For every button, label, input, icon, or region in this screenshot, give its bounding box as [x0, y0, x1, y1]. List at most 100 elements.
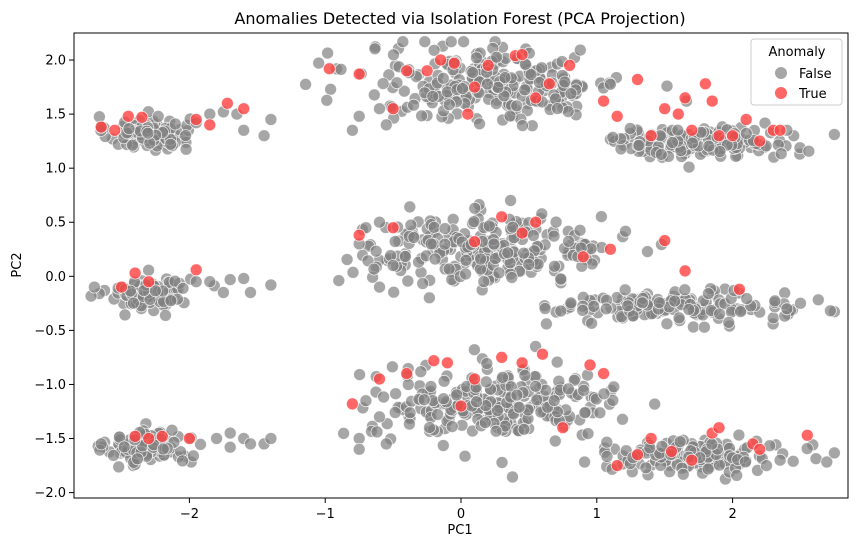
normal-point: [417, 393, 431, 407]
chart-title: Anomalies Detected via Isolation Forest …: [234, 9, 685, 28]
anomaly-point: [155, 429, 169, 443]
normal-point: [600, 450, 614, 463]
normal-point: [403, 406, 417, 420]
normal-point: [168, 117, 182, 131]
y-axis: −2.0 −1.5 −1.0 −0.5 0.0 0.5 1.0 1.5 2.0: [34, 54, 74, 501]
legend-label-false: False: [799, 67, 832, 82]
normal-point: [550, 355, 564, 369]
normal-point: [621, 299, 635, 313]
normal-point: [578, 455, 591, 469]
normal-point: [730, 468, 744, 482]
anomaly-point: [542, 77, 556, 91]
normal-point: [498, 71, 512, 84]
normal-point: [458, 449, 472, 463]
y-axis-label: PC2: [10, 252, 25, 277]
normal-point: [641, 245, 654, 259]
normal-point: [367, 262, 381, 276]
normal-point: [740, 292, 754, 306]
normal-point: [489, 97, 503, 110]
normal-point: [122, 122, 136, 136]
normal-point: [668, 294, 682, 308]
normal-point: [524, 68, 538, 81]
anomaly-point: [685, 123, 699, 137]
normal-point: [564, 87, 578, 100]
normal-point: [581, 427, 595, 441]
normal-point: [176, 281, 190, 295]
normal-point: [512, 400, 526, 414]
normal-point: [760, 459, 773, 473]
normal-point: [459, 253, 473, 267]
normal-point: [623, 122, 637, 135]
normal-point: [373, 410, 386, 424]
normal-point: [442, 262, 456, 276]
normal-point: [244, 286, 257, 299]
legend-marker-true: [775, 87, 787, 99]
normal-point: [164, 137, 178, 151]
normal-point: [529, 379, 543, 393]
anomaly-point: [495, 210, 509, 224]
normal-point: [112, 460, 126, 474]
normal-point: [156, 442, 170, 456]
normal-point: [264, 432, 278, 445]
x-tick-label: 0: [457, 507, 465, 522]
normal-point: [237, 272, 251, 285]
normal-point: [516, 119, 529, 132]
normal-point: [131, 452, 144, 466]
normal-point: [636, 296, 649, 310]
normal-point: [824, 304, 837, 318]
normal-point: [142, 263, 156, 277]
normal-point: [415, 109, 429, 123]
normal-point: [632, 138, 646, 152]
anomaly-point: [678, 264, 692, 278]
normal-point: [437, 374, 451, 388]
normal-point: [474, 252, 488, 266]
normal-point: [444, 35, 458, 49]
normal-point: [578, 406, 592, 420]
normal-point: [424, 237, 438, 251]
normal-point: [595, 210, 608, 224]
anomaly-point: [322, 62, 336, 76]
normal-point: [585, 316, 598, 330]
normal-point: [495, 456, 509, 469]
y-tick-label: −1.0: [34, 378, 66, 393]
normal-point: [436, 71, 450, 85]
normal-point: [203, 107, 217, 121]
normal-point: [828, 128, 841, 141]
normal-point: [702, 287, 715, 301]
normal-point: [660, 79, 674, 93]
normal-point: [466, 66, 480, 79]
normal-point: [179, 129, 193, 143]
normal-point: [549, 215, 563, 229]
anomaly-point: [658, 234, 672, 248]
normal-point: [244, 437, 257, 451]
normal-point: [126, 138, 139, 152]
normal-point: [660, 317, 674, 331]
anomaly-point: [583, 358, 597, 372]
legend: Anomaly False True: [750, 38, 843, 106]
normal-point: [648, 397, 662, 411]
anomaly-point: [352, 228, 366, 242]
normal-point: [800, 442, 814, 456]
normal-point: [376, 77, 390, 90]
normal-point: [478, 416, 492, 430]
normal-point: [386, 259, 400, 272]
legend-title: Anomaly: [768, 45, 825, 60]
normal-point: [518, 83, 532, 97]
normal-point: [424, 380, 438, 393]
normal-point: [438, 222, 452, 236]
anomaly-point: [94, 120, 108, 134]
normal-point: [654, 147, 668, 161]
normal-point: [450, 388, 464, 402]
normal-point: [324, 82, 338, 96]
normal-point: [427, 220, 441, 234]
normal-point: [562, 382, 575, 396]
anomaly-point: [373, 372, 386, 386]
anomaly-point: [434, 53, 448, 67]
normal-point: [506, 220, 520, 234]
anomaly-point: [189, 113, 203, 126]
y-tick-label: 1.0: [45, 162, 66, 177]
normal-point: [332, 274, 346, 288]
normal-point: [398, 250, 412, 263]
normal-point: [414, 365, 428, 379]
anomaly-point: [597, 94, 610, 108]
